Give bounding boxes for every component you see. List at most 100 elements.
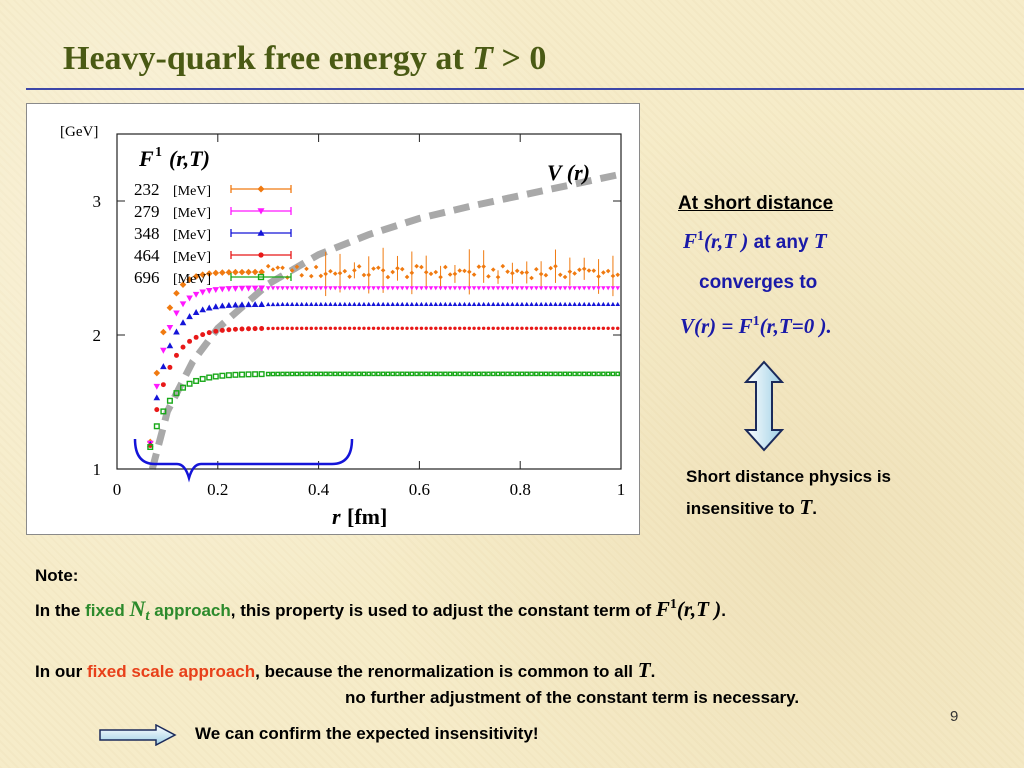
data-point <box>428 271 434 277</box>
data-point <box>481 264 486 269</box>
data-point <box>404 274 410 280</box>
data-point <box>352 301 357 307</box>
data-point <box>428 371 434 377</box>
data-point <box>505 301 510 307</box>
data-point <box>212 303 220 310</box>
data-point <box>352 286 357 291</box>
data-point <box>414 326 419 331</box>
data-point <box>186 276 193 283</box>
data-point <box>567 269 573 274</box>
data-point <box>193 334 199 340</box>
data-point <box>447 272 453 277</box>
data-point <box>539 326 543 331</box>
data-point <box>199 306 206 313</box>
data-point <box>280 371 285 377</box>
data-point <box>205 304 213 311</box>
data-point <box>519 301 525 307</box>
data-point <box>466 301 472 307</box>
data-point <box>361 286 367 291</box>
data-point <box>405 326 409 331</box>
data-point <box>270 301 276 307</box>
data-point <box>490 301 496 307</box>
data-point <box>524 301 530 307</box>
data-point <box>328 326 333 331</box>
data-point <box>548 265 553 271</box>
data-point <box>395 371 400 377</box>
data-point <box>423 371 429 377</box>
data-point <box>199 375 206 382</box>
data-point <box>199 271 206 278</box>
data-point <box>462 301 467 307</box>
data-point <box>471 371 477 377</box>
series-464 <box>147 326 620 449</box>
plot-label-f1-args: (r,T) <box>169 146 210 171</box>
data-point <box>270 371 276 377</box>
data-point <box>615 301 621 307</box>
data-point <box>166 397 173 404</box>
data-point <box>452 371 458 377</box>
data-point <box>466 269 472 275</box>
data-point <box>610 273 616 279</box>
data-point <box>246 326 252 332</box>
data-point <box>447 286 453 291</box>
data-point <box>318 301 324 307</box>
data-point <box>472 326 476 331</box>
data-point <box>596 326 601 331</box>
data-point <box>318 286 324 291</box>
data-point <box>239 326 245 332</box>
data-point <box>309 326 314 331</box>
data-point <box>205 270 213 277</box>
data-point <box>557 371 563 377</box>
x-tick-label: 0.2 <box>207 480 228 499</box>
data-point <box>313 371 319 377</box>
data-point <box>510 326 515 331</box>
plot-label-f1: F <box>138 146 154 171</box>
data-point <box>429 326 433 331</box>
data-point <box>285 371 290 377</box>
data-point <box>476 264 482 270</box>
data-point <box>219 269 226 276</box>
series-232 <box>146 247 621 446</box>
page-number: 9 <box>950 708 959 725</box>
data-point <box>606 326 610 331</box>
data-point <box>548 286 553 291</box>
data-point <box>225 301 233 308</box>
data-point <box>495 274 501 280</box>
data-point <box>409 301 415 307</box>
data-point <box>299 286 305 291</box>
data-point <box>476 286 482 291</box>
data-point <box>500 371 506 377</box>
data-point <box>447 371 453 377</box>
data-point <box>505 286 510 291</box>
data-point <box>173 289 180 297</box>
data-point <box>558 326 562 331</box>
data-point <box>433 286 439 291</box>
data-point <box>361 272 367 278</box>
data-point <box>294 286 300 291</box>
data-point <box>192 309 200 315</box>
data-point <box>553 286 558 291</box>
data-point <box>514 371 520 377</box>
data-point <box>352 371 357 377</box>
data-point <box>553 326 558 331</box>
data-point <box>428 286 434 291</box>
data-point <box>601 371 606 377</box>
side-line-converges: converges to <box>699 272 818 293</box>
data-point <box>304 371 309 377</box>
data-point <box>173 390 180 397</box>
data-point <box>333 326 337 331</box>
data-point <box>510 270 515 276</box>
data-point <box>219 327 225 333</box>
data-point <box>500 301 506 307</box>
data-point <box>486 274 491 279</box>
data-point <box>562 274 568 280</box>
data-point <box>548 326 553 331</box>
data-point <box>265 371 271 377</box>
data-point <box>462 326 467 331</box>
series-279 <box>146 285 621 447</box>
data-point <box>572 371 577 377</box>
data-point <box>605 268 611 274</box>
data-point <box>529 275 534 281</box>
data-point <box>265 301 271 307</box>
data-point <box>337 286 343 291</box>
